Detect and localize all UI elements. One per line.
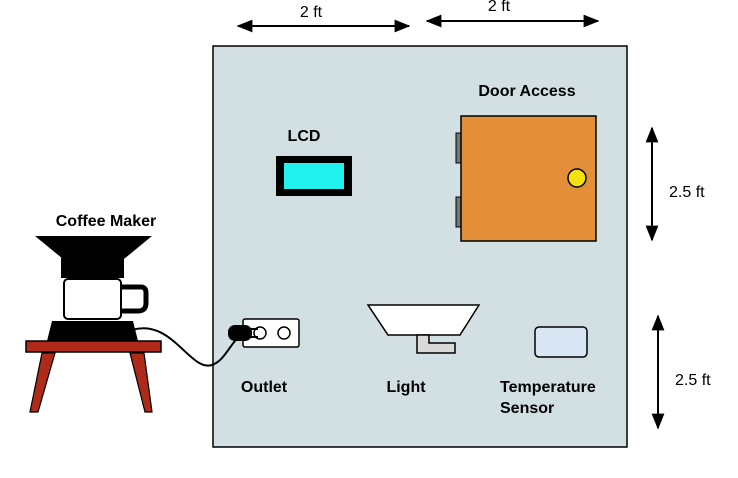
lcd-display <box>276 156 352 196</box>
lcd-label: LCD <box>288 128 321 145</box>
table-leg-left <box>29 352 56 413</box>
plug-icon <box>228 325 252 341</box>
dim-label-top-right: 2 ft <box>488 0 511 15</box>
light-shade <box>366 304 481 336</box>
light-mount <box>416 334 456 354</box>
table <box>25 340 162 413</box>
door-access-label: Door Access <box>478 83 575 100</box>
door-panel <box>460 115 597 242</box>
doorknob-icon <box>567 168 587 188</box>
light-label: Light <box>386 379 426 396</box>
coffee-maker-label: Coffee Maker <box>56 213 156 230</box>
coffee-maker <box>35 236 152 341</box>
coffee-maker-body <box>61 258 124 278</box>
outlet-label: Outlet <box>241 379 288 396</box>
temperature-sensor-label-line2: Sensor <box>500 400 554 417</box>
dim-label-top-left: 2 ft <box>300 4 323 21</box>
power-cord <box>131 327 243 367</box>
light-fixture <box>366 304 481 354</box>
temperature-sensor <box>534 326 588 358</box>
temperature-sensor-label-line1: Temperature <box>500 379 596 396</box>
coffee-pot-handle <box>121 284 149 314</box>
table-leg-right <box>129 352 153 413</box>
outlet <box>228 318 300 348</box>
dim-label-right-bottom: 2.5 ft <box>675 372 711 389</box>
table-top <box>25 340 162 353</box>
coffee-pot <box>63 278 122 320</box>
outlet-socket-right <box>277 326 291 340</box>
room-panel <box>212 45 628 448</box>
coffee-maker-top <box>35 236 152 259</box>
door <box>455 115 597 242</box>
coffee-maker-base <box>47 321 138 341</box>
dim-label-right-top: 2.5 ft <box>669 184 705 201</box>
